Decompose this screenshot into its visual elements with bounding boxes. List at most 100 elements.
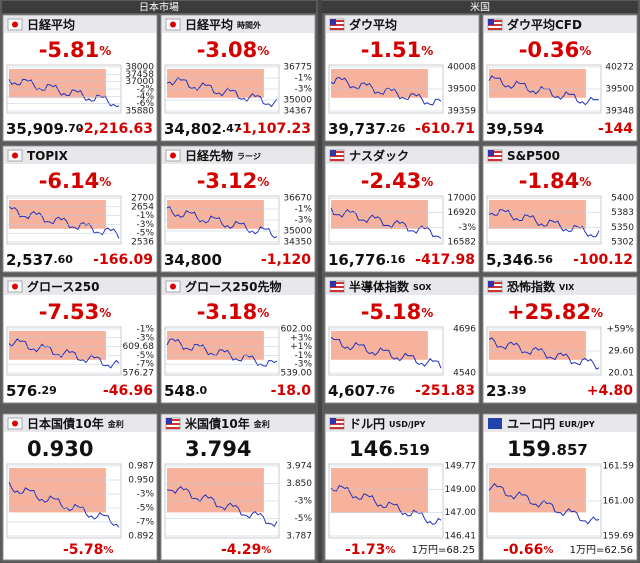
change: -166.09 [93,252,153,268]
flag-dot [12,283,18,290]
flag-canton [488,281,494,287]
pct-unit: % [591,306,603,320]
axis-label: -3% [294,360,312,370]
flag-stripe [488,20,502,22]
price-dec: .519 [393,441,430,459]
price-main: 0.930 [27,437,93,461]
flag-stripe [330,20,344,22]
tile-name: 日経平均 時間外 [185,17,261,32]
tile-name: TOPIX [27,149,69,163]
tile-name: ナスダック [349,148,409,163]
change: -2,216.63 [78,121,153,137]
pct-unit: % [543,545,553,556]
price-main: 159 [507,437,551,461]
sparkline [488,337,600,370]
flag-dot [170,283,176,290]
name: グロース250先物 [185,279,281,294]
change-pct: -5.18% [361,300,434,324]
axis-label: 3.787 [286,532,312,542]
change: -251.83 [415,383,475,399]
flag-dot [170,21,176,28]
note: 1万円=62.56 [570,545,633,556]
name: 日経平均 [27,17,75,32]
tile-name: 日経先物 ラージ [185,148,261,163]
pct-unit: % [257,175,269,189]
flag-stripe [330,286,344,288]
tile-name: 日経平均 [27,17,75,32]
tile-header [4,415,156,432]
change: -46.96 [103,383,153,399]
price: 2,537.60 [6,251,73,269]
price-dec: .47 [222,122,242,135]
change-pct: -1.73% [345,542,395,558]
axis-label: 146.41 [445,532,477,542]
range-band [489,331,586,360]
pct-value: -1.84 [519,169,580,193]
price: 35,909.70 [6,120,84,138]
flag-stripe [330,159,344,161]
divider [318,0,322,563]
pct-unit: % [261,545,271,556]
axis-label: 5302 [611,238,634,248]
tile-header [4,278,156,295]
name: 日経平均 [185,17,233,32]
pct-unit: % [421,306,433,320]
note: 1万円=68.25 [412,545,475,556]
axis-label: 40272 [605,63,634,73]
change-pct: -3.18% [197,300,270,324]
axis-label: 0.987 [128,462,154,472]
name: ナスダック [349,148,409,163]
flag-canton [488,150,494,156]
price-dec: .56 [533,253,553,266]
axis-label: 161.59 [603,462,635,472]
sparkline [8,481,120,528]
axis-label: 159.69 [603,532,635,542]
tile-header [484,16,636,33]
price-dec: .70 [64,122,84,135]
tile-header [326,278,478,295]
pct-unit: % [99,306,111,320]
price-dec: .26 [386,122,406,135]
price: 0.930 [27,437,93,461]
tile: ナスダック 17000 16920 -3% 16582 -2.43% 16,776.16 -4… [324,145,480,273]
axis-label: 147.00 [445,508,477,518]
price: 39,594 [486,120,544,138]
tile-header [162,16,314,33]
axis-label: 16920 [447,208,476,218]
axis-label: 5350 [611,223,634,233]
tile-header [162,415,314,432]
axis-label: 16582 [447,238,476,248]
axis-label: -1% [136,325,154,335]
axis-label: +3% [290,333,312,343]
axis-label: 29.60 [608,347,634,357]
pct-unit: % [103,545,113,556]
name-sub: SOX [413,283,432,292]
price-main: 23 [486,382,507,400]
name: 米国債10年 [185,416,250,431]
axis-label: 35000 [283,227,312,237]
axis-label: 38000 [125,63,154,73]
change: -18.0 [271,383,312,399]
flag-stripe [488,151,502,153]
section-header [322,1,638,13]
pct-unit: % [421,175,433,189]
price-main: 576 [6,382,37,400]
change-pct: -5.78% [63,542,113,558]
change-pct: -7.53% [39,300,112,324]
sparkline [8,205,120,239]
pct-value: -1.73 [345,542,385,558]
change: -144 [598,121,633,137]
pct-unit: % [257,44,269,58]
pct-value: +25.82 [507,300,591,324]
pct-value: -3.12 [197,169,258,193]
tile-name: 恐怖指数 VIX [507,279,575,294]
name: ユーロ円 [507,417,555,431]
price-dec: .39 [507,384,527,397]
name: 恐怖指数 [507,279,556,294]
axis-label: 36670 [283,194,312,204]
price: 159.857 [507,437,588,461]
range-band [489,468,586,513]
axis-label: 0.892 [128,532,154,542]
